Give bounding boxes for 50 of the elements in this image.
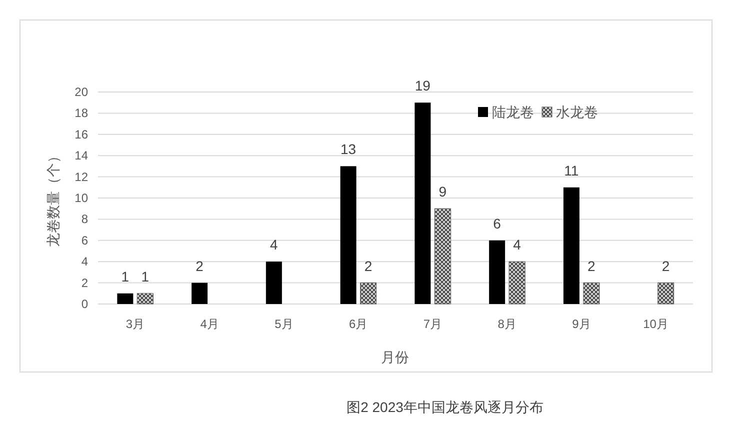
data-label: 19 xyxy=(414,78,431,94)
x-tick-label: 7月 xyxy=(423,317,442,331)
y-tick-label: 18 xyxy=(74,106,88,120)
bar xyxy=(414,102,431,304)
data-label: 2 xyxy=(662,258,670,274)
data-label: 13 xyxy=(340,141,356,158)
y-tick-label: 12 xyxy=(74,170,88,184)
y-tick-label: 20 xyxy=(74,85,88,99)
data-label: 6 xyxy=(493,215,502,232)
data-label: 2 xyxy=(364,258,372,274)
data-label: 4 xyxy=(513,236,522,253)
y-tick-label: 16 xyxy=(74,127,88,142)
bar xyxy=(136,293,154,304)
x-tick-label: 5月 xyxy=(274,317,294,331)
data-label: 4 xyxy=(270,236,278,253)
x-tick-label: 10月 xyxy=(643,317,668,331)
bar xyxy=(340,166,356,304)
legend-label: 水龙卷 xyxy=(556,104,598,120)
bar xyxy=(489,240,506,304)
y-tick-label: 2 xyxy=(81,276,88,290)
legend-label: 陆龙卷 xyxy=(492,104,534,120)
y-tick-label: 4 xyxy=(81,254,88,269)
x-tick-label: 3月 xyxy=(126,317,145,331)
y-tick-label: 0 xyxy=(81,297,88,311)
bar xyxy=(508,261,526,304)
y-axis-title: 龙卷数量（个） xyxy=(45,149,61,247)
y-tick-label: 6 xyxy=(81,233,88,248)
bar xyxy=(658,282,674,304)
x-tick-label: 9月 xyxy=(572,317,591,331)
bar xyxy=(117,293,134,304)
x-tick-label: 4月 xyxy=(200,317,219,331)
data-label: 11 xyxy=(564,162,579,178)
data-label: 2 xyxy=(196,258,204,274)
data-label: 1 xyxy=(121,268,130,284)
bar xyxy=(360,282,377,304)
bar xyxy=(563,187,580,304)
bar xyxy=(266,262,282,304)
x-tick-label: 8月 xyxy=(498,317,516,331)
y-tick-label: 14 xyxy=(74,148,88,163)
y-tick-label: 10 xyxy=(74,191,88,205)
y-tick-label: 8 xyxy=(81,212,88,226)
x-tick-label: 6月 xyxy=(348,317,368,331)
bar xyxy=(192,282,208,304)
data-label: 2 xyxy=(588,258,596,274)
bar xyxy=(583,282,600,304)
bar xyxy=(434,208,451,304)
data-label: 1 xyxy=(141,268,150,284)
caption: 图2 2023年中国龙卷风逐月分布 xyxy=(346,399,544,415)
x-axis-title: 月份 xyxy=(381,349,409,365)
data-label: 9 xyxy=(438,184,447,200)
